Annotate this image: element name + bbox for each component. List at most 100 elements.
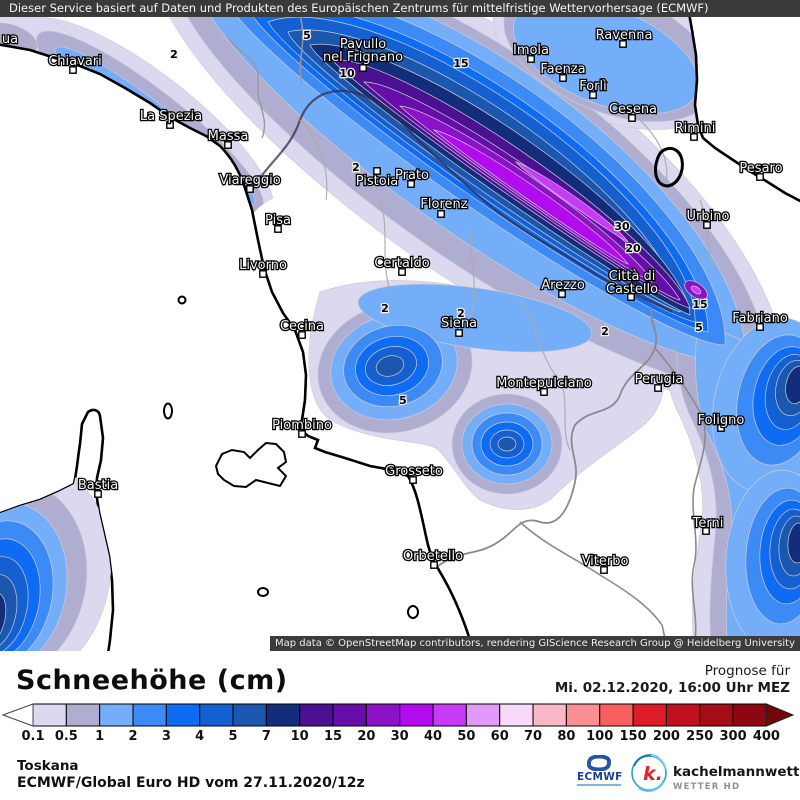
city-label: Urbino — [687, 209, 730, 224]
city-marker — [756, 173, 764, 181]
city-marker — [407, 180, 415, 188]
scale-segment — [65, 703, 101, 727]
city-marker — [69, 66, 77, 74]
scale-segment — [199, 703, 234, 727]
contour-label: 10 — [339, 67, 355, 80]
ecmwf-logo[interactable]: ECMWF — [577, 755, 622, 786]
scale-value: 10 — [290, 729, 309, 744]
scale-value: 2 — [128, 729, 138, 744]
brand-text[interactable]: kachelmannwetter.com WETTER HD — [673, 764, 800, 792]
city-label: Chiavari — [48, 54, 102, 69]
corsica-snow — [0, 454, 112, 651]
city-label: Cecina — [280, 319, 324, 334]
city-marker — [702, 527, 710, 535]
contour-label: 15 — [692, 298, 707, 311]
city-marker — [409, 476, 417, 484]
scale-value: 30 — [390, 729, 409, 744]
legend-panel: Schneehöhe (cm) Prognose für Mi. 02.12.2… — [0, 651, 800, 800]
city-labels: ua Chiavari La Spezia Massa Viareggio Pisa Liv… — [1, 27, 789, 574]
city-label: Pisa — [265, 213, 291, 228]
contour-labels: 5 2 10 15 2 30 20 15 5 2 2 2 5 — [169, 28, 709, 409]
region-borders — [227, 15, 716, 651]
city-label: Perugia — [635, 372, 684, 387]
adriatic-sea — [685, 0, 800, 203]
city-marker — [166, 121, 174, 129]
scale-value: 400 — [752, 729, 780, 744]
city-label: Viterbo — [582, 554, 629, 569]
city-label: Forlì — [579, 79, 607, 94]
city-label: La Spezia — [140, 109, 202, 124]
scale-value: 50 — [457, 729, 476, 744]
city-marker — [717, 424, 725, 432]
scale-segment — [165, 703, 201, 727]
city-marker — [756, 323, 764, 331]
city-marker — [654, 384, 662, 392]
scale-value: 150 — [619, 729, 647, 744]
brand-name: kachelmannwetter.com — [673, 764, 800, 780]
scale-value: 0.1 — [21, 729, 45, 744]
scale-segment — [432, 703, 467, 727]
scale-value: 100 — [586, 729, 614, 744]
scale-segment — [732, 703, 767, 727]
map-attribution: Map data © OpenStreetMap contributors, r… — [270, 636, 800, 651]
islands — [163, 295, 419, 619]
city-label: Pistoia — [356, 174, 399, 189]
scale-value: 60 — [490, 729, 509, 744]
city-marker — [437, 210, 445, 218]
city-marker — [540, 388, 548, 396]
city-marker — [298, 430, 306, 438]
scale-segment — [232, 703, 267, 727]
city-marker — [298, 331, 306, 339]
contour-label: 5 — [303, 29, 311, 42]
city-marker — [628, 114, 636, 122]
city-marker — [627, 293, 635, 301]
scale-value: 80 — [557, 729, 576, 744]
scale-segment — [99, 703, 134, 727]
tyrrhenian-sea — [0, 43, 474, 651]
scale-segment — [699, 703, 734, 727]
scale-segment — [32, 703, 67, 727]
city-marker — [559, 74, 567, 82]
city-marker — [619, 40, 627, 48]
contour-label: 20 — [625, 242, 641, 255]
city-label: Siena — [441, 316, 477, 331]
city-marker — [246, 185, 254, 193]
scale-arrow-right — [765, 703, 795, 727]
scale-segment — [132, 703, 167, 727]
city-marker — [455, 329, 463, 337]
scale-arrow-left — [1, 703, 34, 727]
kachelmann-logo[interactable]: k. — [629, 751, 669, 795]
swirl-arc-3 — [650, 754, 667, 770]
forecast-time: Prognose für Mi. 02.12.2020, 16:00 Uhr M… — [555, 663, 790, 696]
scale-value: 4 — [195, 729, 205, 744]
scale-segment — [632, 703, 667, 727]
pisa-plain — [242, 193, 358, 293]
ecmwf-arc-top — [587, 755, 611, 765]
scale-value: 1 — [95, 729, 105, 744]
contour-label: 15 — [453, 57, 468, 70]
city-label: Arezzo — [541, 278, 585, 293]
city-marker — [274, 225, 282, 233]
contour-label: 5 — [695, 321, 703, 334]
city-marker — [224, 141, 232, 149]
scale-segment — [599, 703, 634, 727]
scale-value: 200 — [652, 729, 680, 744]
city-label: Terni — [692, 516, 724, 531]
contour-label: 5 — [399, 394, 407, 407]
city-marker — [558, 290, 566, 298]
scale-segment — [465, 703, 501, 727]
city-marker — [703, 221, 711, 229]
ecmwf-arc-bottom — [587, 761, 611, 771]
san-marino-border — [654, 146, 684, 188]
city-marker — [527, 55, 535, 63]
city-marker — [690, 133, 698, 141]
scale-segment — [565, 703, 601, 727]
scale-value: 5 — [228, 729, 238, 744]
scale-value: 15 — [323, 729, 343, 744]
city-label: Pavullo nel Frignano — [323, 37, 403, 65]
city-label: Città di Castello — [606, 269, 658, 297]
city-label: Grosseto — [385, 464, 443, 479]
city-label: Orbetello — [403, 549, 463, 564]
scale-segment — [532, 703, 567, 727]
swirl-arc-2 — [638, 779, 666, 792]
